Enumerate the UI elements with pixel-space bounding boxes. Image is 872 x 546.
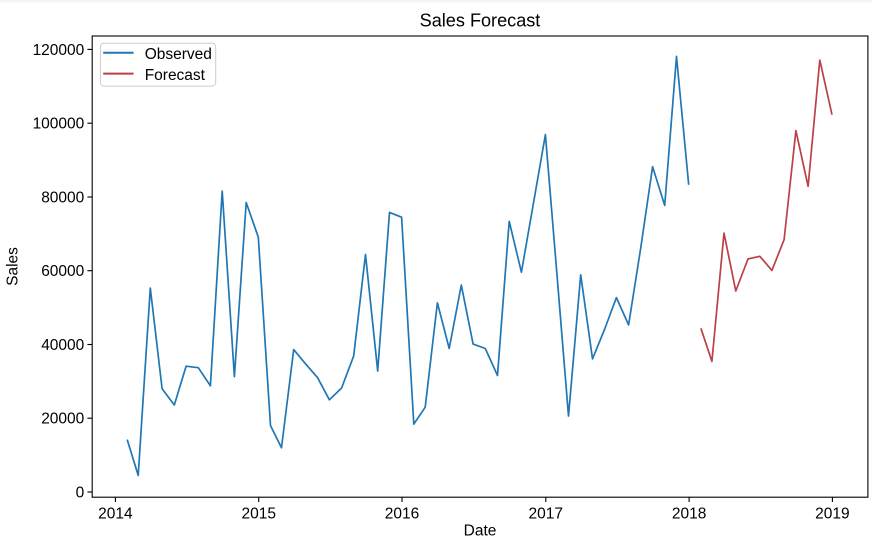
svg-text:Sales Forecast: Sales Forecast — [420, 10, 541, 30]
svg-text:100000: 100000 — [33, 116, 85, 133]
svg-text:80000: 80000 — [41, 189, 84, 206]
svg-text:0: 0 — [76, 484, 85, 501]
svg-text:2019: 2019 — [815, 506, 849, 523]
svg-text:2018: 2018 — [672, 506, 706, 523]
svg-text:60000: 60000 — [41, 263, 84, 280]
svg-text:40000: 40000 — [41, 337, 84, 354]
svg-text:120000: 120000 — [33, 42, 85, 59]
svg-text:20000: 20000 — [41, 411, 84, 428]
svg-text:Observed: Observed — [145, 46, 212, 63]
svg-text:2015: 2015 — [241, 506, 275, 523]
svg-text:2017: 2017 — [529, 506, 563, 523]
svg-text:2014: 2014 — [98, 506, 133, 523]
svg-text:Date: Date — [464, 523, 497, 540]
svg-text:Sales: Sales — [5, 247, 22, 286]
svg-text:Forecast: Forecast — [145, 67, 206, 84]
svg-text:2016: 2016 — [385, 506, 419, 523]
